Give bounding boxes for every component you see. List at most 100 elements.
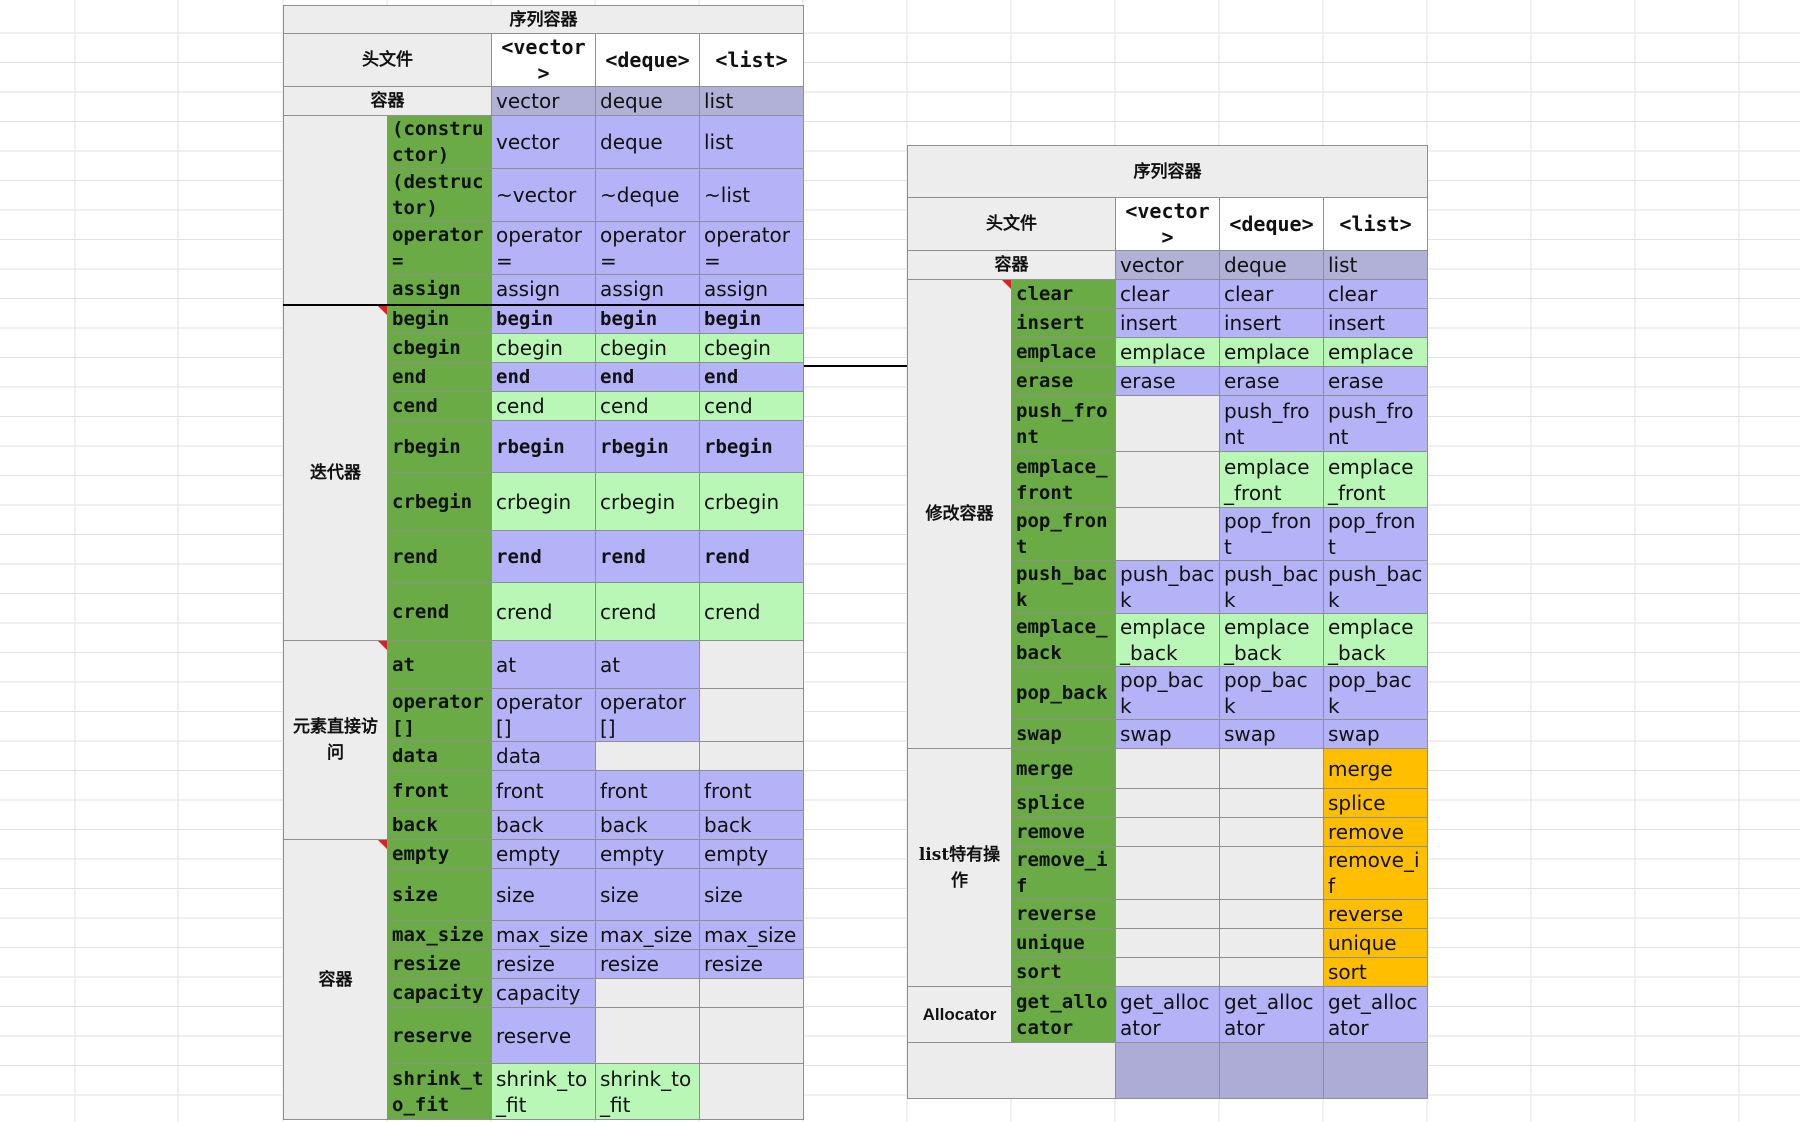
function-name-cell[interactable]: erase (1011, 366, 1116, 396)
function-name-cell[interactable]: max_size (387, 920, 492, 950)
header-list[interactable]: <list> (1322, 197, 1429, 251)
list-value-cell[interactable]: cend (698, 391, 805, 421)
list-value-cell[interactable]: empty (698, 839, 805, 869)
group-label[interactable]: 修改容器 (907, 279, 1012, 749)
vector-value-cell[interactable] (1115, 788, 1220, 818)
list-value-cell[interactable]: end (698, 362, 805, 392)
deque-value-cell[interactable]: swap (1219, 719, 1324, 749)
group-label[interactable]: Allocator (907, 986, 1012, 1043)
deque-value-cell[interactable]: pop_front (1219, 507, 1324, 561)
list-value-cell[interactable]: push_back (1322, 560, 1429, 614)
group-label[interactable]: list特有操作 (907, 748, 1012, 987)
container-list[interactable]: list (698, 86, 805, 116)
header-vector[interactable]: <vector> (491, 33, 596, 87)
deque-value-cell[interactable] (595, 741, 700, 771)
vector-value-cell[interactable]: cbegin (491, 333, 596, 363)
vector-value-cell[interactable]: cend (491, 391, 596, 421)
function-name-cell[interactable]: clear (1011, 279, 1116, 309)
vector-value-cell[interactable] (1115, 451, 1220, 508)
vector-value-cell[interactable]: size (491, 868, 596, 921)
list-value-cell[interactable]: resize (698, 949, 805, 979)
vector-value-cell[interactable] (1115, 957, 1220, 987)
vector-value-cell[interactable]: clear (1115, 279, 1220, 309)
vector-value-cell[interactable]: empty (491, 839, 596, 869)
function-name-cell[interactable]: begin (387, 303, 492, 334)
function-name-cell[interactable]: resize (387, 949, 492, 979)
deque-value-cell[interactable]: operator[] (595, 688, 700, 742)
vector-value-cell[interactable]: shrink_to_fit (491, 1063, 596, 1120)
container-row-label[interactable]: 容器 (283, 86, 492, 116)
function-name-cell[interactable]: crbegin (387, 472, 492, 531)
function-name-cell[interactable]: unique (1011, 928, 1116, 958)
list-value-cell[interactable]: rbegin (698, 420, 805, 473)
list-value-cell[interactable]: pop_front (1322, 507, 1429, 561)
deque-value-cell[interactable]: max_size (595, 920, 700, 950)
vector-value-cell[interactable]: reserve (491, 1007, 596, 1064)
empty-cell[interactable] (907, 1042, 1116, 1099)
list-value-cell[interactable]: unique (1322, 928, 1429, 958)
deque-value-cell[interactable] (1219, 748, 1324, 789)
group-label[interactable]: 元素直接访问 (283, 640, 388, 840)
list-value-cell[interactable]: sort (1322, 957, 1429, 987)
header-list[interactable]: <list> (698, 33, 805, 87)
function-name-cell[interactable]: rbegin (387, 420, 492, 473)
deque-value-cell[interactable]: assign (595, 274, 700, 305)
function-name-cell[interactable]: operator[] (387, 688, 492, 742)
list-value-cell[interactable]: ~list (698, 168, 805, 222)
function-name-cell[interactable]: pop_back (1011, 666, 1116, 720)
deque-value-cell[interactable]: ~deque (595, 168, 700, 222)
deque-value-cell[interactable]: insert (1219, 308, 1324, 338)
function-name-cell[interactable]: cend (387, 391, 492, 421)
vector-value-cell[interactable]: at (491, 640, 596, 689)
function-name-cell[interactable]: data (387, 741, 492, 771)
deque-value-cell[interactable]: rend (595, 530, 700, 583)
list-value-cell[interactable]: crbegin (698, 472, 805, 531)
list-value-cell[interactable]: emplace (1322, 337, 1429, 367)
list-value-cell[interactable]: emplace_front (1322, 451, 1429, 508)
function-name-cell[interactable]: at (387, 640, 492, 689)
deque-value-cell[interactable]: push_back (1219, 560, 1324, 614)
deque-value-cell[interactable]: get_allocator (1219, 986, 1324, 1043)
deque-value-cell[interactable]: size (595, 868, 700, 921)
vector-value-cell[interactable]: erase (1115, 366, 1220, 396)
list-value-cell[interactable]: swap (1322, 719, 1429, 749)
list-value-cell[interactable]: operator= (698, 221, 805, 275)
function-name-cell[interactable]: merge (1011, 748, 1116, 789)
vector-value-cell[interactable]: crbegin (491, 472, 596, 531)
deque-value-cell[interactable] (595, 1007, 700, 1064)
function-name-cell[interactable]: emplace_back (1011, 613, 1116, 667)
deque-value-cell[interactable]: operator= (595, 221, 700, 275)
deque-value-cell[interactable]: empty (595, 839, 700, 869)
list-value-cell[interactable]: rend (698, 530, 805, 583)
function-name-cell[interactable]: emplace_front (1011, 451, 1116, 508)
deque-value-cell[interactable] (595, 978, 700, 1008)
vector-value-cell[interactable]: rend (491, 530, 596, 583)
function-name-cell[interactable]: remove (1011, 817, 1116, 847)
deque-value-cell[interactable]: cend (595, 391, 700, 421)
header-vector[interactable]: <vector> (1115, 197, 1220, 251)
list-value-cell[interactable]: assign (698, 274, 805, 305)
vector-value-cell[interactable] (1115, 748, 1220, 789)
deque-value-cell[interactable]: emplace_back (1219, 613, 1324, 667)
list-value-cell[interactable]: begin (698, 303, 805, 334)
vector-value-cell[interactable]: front (491, 770, 596, 811)
header-deque[interactable]: <deque> (1219, 197, 1324, 251)
deque-value-cell[interactable]: emplace_front (1219, 451, 1324, 508)
deque-value-cell[interactable]: front (595, 770, 700, 811)
function-name-cell[interactable]: shrink_to_fit (387, 1063, 492, 1120)
empty-cell[interactable] (1115, 1042, 1220, 1099)
vector-value-cell[interactable]: operator[] (491, 688, 596, 742)
function-name-cell[interactable]: get_allocator (1011, 986, 1116, 1043)
list-value-cell[interactable]: max_size (698, 920, 805, 950)
list-value-cell[interactable]: push_front (1322, 395, 1429, 452)
deque-value-cell[interactable] (1219, 788, 1324, 818)
empty-cell[interactable] (1219, 1042, 1324, 1099)
header-file-label[interactable]: 头文件 (907, 197, 1116, 251)
deque-value-cell[interactable]: shrink_to_fit (595, 1063, 700, 1120)
list-value-cell[interactable]: reverse (1322, 899, 1429, 929)
table-title[interactable]: 序列容器 (282, 5, 805, 34)
function-name-cell[interactable]: assign (387, 274, 492, 305)
function-name-cell[interactable]: splice (1011, 788, 1116, 818)
list-value-cell[interactable]: remove (1322, 817, 1429, 847)
function-name-cell[interactable]: push_back (1011, 560, 1116, 614)
